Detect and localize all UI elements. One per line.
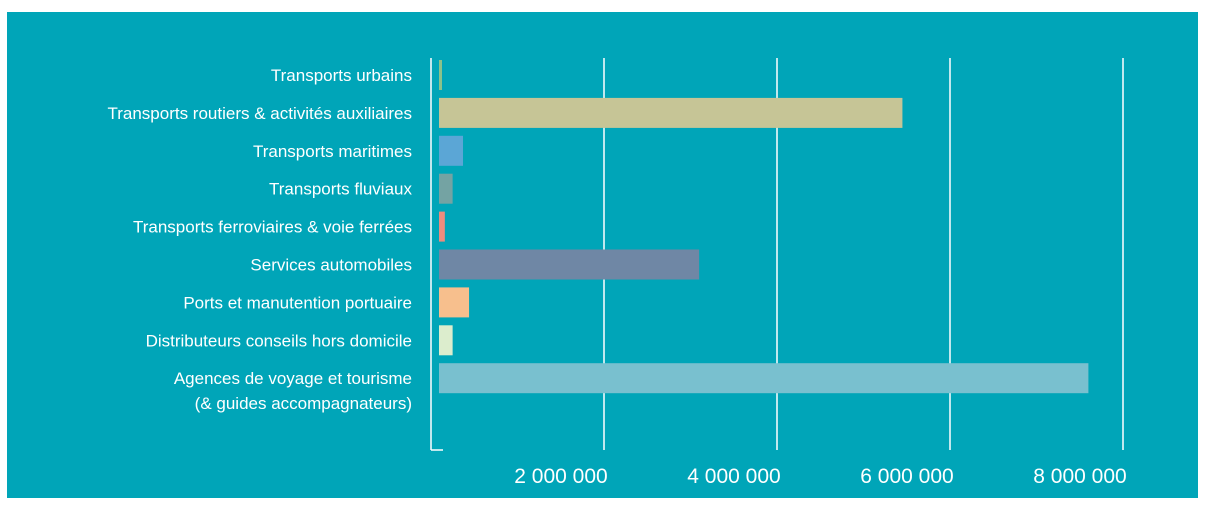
category-label: Ports et manutention portuaire	[183, 293, 412, 312]
category-label: Transports fluviaux	[269, 180, 412, 199]
category-label: Transports maritimes	[253, 142, 412, 161]
bar	[439, 135, 464, 166]
x-tick-label: 8 000 000	[1033, 465, 1126, 488]
bar	[439, 325, 453, 356]
bar	[439, 60, 442, 90]
category-label: Transports urbains	[271, 66, 412, 85]
bar-layer	[439, 60, 1089, 394]
category-label: Distributeurs conseils hors domicile	[146, 331, 412, 350]
category-label: (& guides accompagnateurs)	[195, 394, 412, 413]
bar	[439, 211, 445, 242]
x-tick-label: 6 000 000	[860, 465, 953, 488]
bar	[439, 363, 1089, 394]
bar	[439, 287, 470, 318]
bar	[439, 249, 700, 280]
category-label: Transports routiers & activités auxiliai…	[107, 104, 412, 123]
bar	[439, 97, 903, 128]
category-label: Agences de voyage et tourisme	[174, 369, 412, 388]
x-tick-label: 4 000 000	[687, 465, 780, 488]
tick-label-layer: 2 000 000 4 000 000 6 000 000 8 000 000	[514, 465, 1126, 488]
bar	[439, 173, 453, 204]
x-tick-label: 2 000 000	[514, 465, 607, 488]
category-label-layer: Transports urbains Transports routiers & …	[107, 66, 412, 413]
category-label: Transports ferroviaires & voie ferrées	[133, 218, 412, 237]
category-label: Services automobiles	[250, 256, 412, 275]
